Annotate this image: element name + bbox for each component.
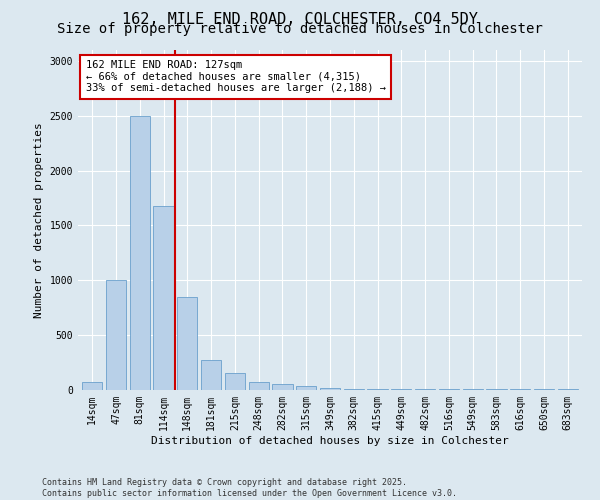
Y-axis label: Number of detached properties: Number of detached properties [34, 122, 44, 318]
Bar [320, 388, 340, 390]
Text: 162, MILE END ROAD, COLCHESTER, CO4 5DY: 162, MILE END ROAD, COLCHESTER, CO4 5DY [122, 12, 478, 28]
Bar [201, 360, 221, 390]
Text: Contains HM Land Registry data © Crown copyright and database right 2025.
Contai: Contains HM Land Registry data © Crown c… [42, 478, 457, 498]
Text: Size of property relative to detached houses in Colchester: Size of property relative to detached ho… [57, 22, 543, 36]
Bar [130, 116, 150, 390]
Bar [82, 382, 103, 390]
Bar [106, 280, 126, 390]
Bar [225, 373, 245, 390]
Bar [296, 386, 316, 390]
Bar [248, 382, 269, 390]
Bar [154, 206, 173, 390]
Bar [177, 297, 197, 390]
Text: 162 MILE END ROAD: 127sqm
← 66% of detached houses are smaller (4,315)
33% of se: 162 MILE END ROAD: 127sqm ← 66% of detac… [86, 60, 386, 94]
X-axis label: Distribution of detached houses by size in Colchester: Distribution of detached houses by size … [151, 436, 509, 446]
Bar [272, 384, 293, 390]
